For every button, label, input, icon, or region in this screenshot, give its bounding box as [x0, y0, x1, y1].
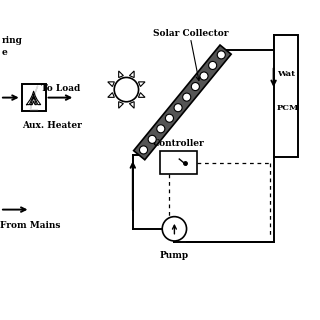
Circle shape — [114, 77, 139, 102]
Circle shape — [162, 217, 187, 241]
Circle shape — [157, 125, 165, 133]
Bar — [22, 84, 46, 111]
Text: Wat: Wat — [277, 70, 295, 78]
Polygon shape — [119, 102, 124, 108]
Circle shape — [217, 51, 225, 59]
Text: Controller: Controller — [153, 139, 204, 148]
Circle shape — [209, 61, 217, 69]
Polygon shape — [108, 92, 114, 97]
Circle shape — [183, 93, 191, 101]
Text: Pump: Pump — [160, 251, 189, 260]
Circle shape — [148, 135, 156, 143]
Polygon shape — [134, 45, 231, 160]
Circle shape — [165, 114, 173, 122]
Polygon shape — [129, 71, 134, 77]
Circle shape — [191, 83, 199, 91]
Circle shape — [174, 104, 182, 112]
Circle shape — [140, 146, 148, 154]
Polygon shape — [139, 82, 145, 87]
Polygon shape — [139, 92, 145, 97]
Polygon shape — [129, 102, 134, 108]
Text: PCM: PCM — [277, 104, 299, 112]
Text: Solar Collector: Solar Collector — [153, 29, 228, 38]
Bar — [160, 151, 197, 174]
Text: To Load: To Load — [41, 84, 80, 92]
Bar — [274, 35, 298, 157]
Text: e: e — [2, 48, 7, 57]
Polygon shape — [108, 82, 114, 87]
Text: ring: ring — [2, 36, 22, 44]
Text: From Mains: From Mains — [0, 221, 60, 230]
Circle shape — [200, 72, 208, 80]
Polygon shape — [119, 71, 124, 77]
Text: Aux. Heater: Aux. Heater — [22, 121, 82, 130]
